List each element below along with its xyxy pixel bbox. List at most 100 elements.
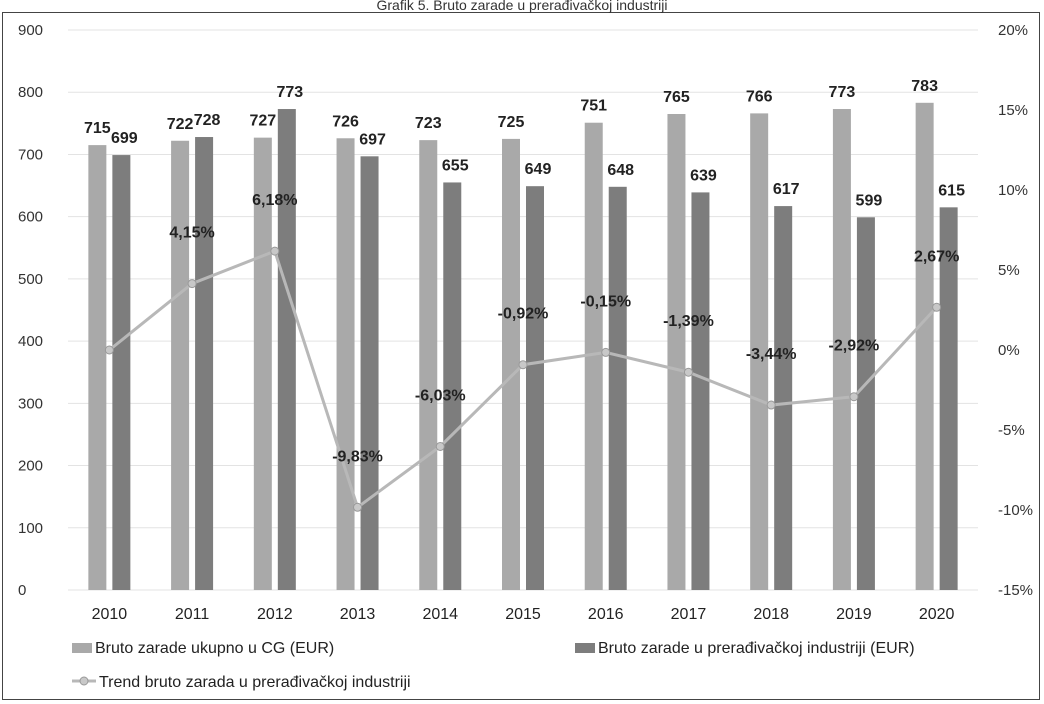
legend-swatch-trend-point [79,676,89,686]
legend-swatch-preradjivacka [575,643,595,653]
bar-ukupno-label: 783 [911,78,938,95]
bar-preradjivacka-label: 773 [276,84,303,101]
trend-point-label: -6,03% [415,387,466,404]
x-tick-label: 2018 [753,606,789,623]
y-right-tick-label: 20% [998,22,1028,39]
trend-point-label: -3,44% [746,346,797,363]
bar-ukupno [915,102,934,591]
y-left-tick-label: 600 [18,209,43,226]
bar-ukupno [832,109,851,591]
trend-point [601,347,611,357]
y-left-tick-label: 200 [18,458,43,475]
legend-label-ukupno: Bruto zarade ukupno u CG (EUR) [95,640,334,657]
bar-preradjivacka [608,186,627,591]
bar-preradjivacka-label: 617 [773,181,800,198]
y-right-tick-label: 15% [998,102,1028,119]
bar-preradjivacka [443,182,462,590]
trend-point [849,392,859,402]
y-left-tick-label: 100 [18,520,43,537]
trend-point-label: -0,15% [580,293,631,310]
legend-label-preradjivacka: Bruto zarade u prerađivačkoj industriji … [598,640,915,657]
trend-point [353,502,363,512]
bar-ukupno-label: 765 [663,89,690,106]
x-tick-label: 2012 [257,606,293,623]
bar-ukupno-label: 766 [746,88,773,105]
bar-ukupno [88,145,107,590]
bar-ukupno-label: 722 [167,116,194,133]
bar-ukupno [667,114,686,590]
y-right-tick-label: -10% [998,502,1033,519]
x-tick-label: 2011 [175,606,210,623]
bar-ukupno-label: 751 [580,98,607,115]
bar-ukupno [750,113,769,590]
y-left-tick-label: 300 [18,395,43,412]
trend-point [435,441,445,451]
bar-preradjivacka-label: 655 [442,157,469,174]
trend-point-label: 2,67% [914,248,959,265]
bar-preradjivacka-label: 649 [525,161,552,178]
y-left-tick-label: 400 [18,333,43,350]
x-tick-label: 2019 [836,606,872,623]
bar-preradjivacka-label: 639 [690,167,717,184]
bar-preradjivacka-label: 615 [938,182,965,199]
y-left-tick-label: 800 [18,84,43,101]
bar-ukupno-label: 773 [829,84,856,101]
x-tick-label: 2014 [422,606,458,623]
x-tick-label: 2015 [505,606,541,623]
x-tick-label: 2010 [92,606,128,623]
bar-preradjivacka-label: 699 [111,130,138,147]
bar-preradjivacka [360,156,379,591]
bar-preradjivacka-label: 728 [194,112,221,129]
bar-ukupno-label: 726 [332,113,359,130]
trend-point [766,400,776,410]
bar-ukupno-label: 715 [84,120,111,137]
bar-ukupno [584,122,603,590]
trend-point-label: -0,92% [498,306,549,323]
bar-ukupno [419,140,438,590]
y-left-tick-label: 500 [18,271,43,288]
trend-point-label: -1,39% [663,313,714,330]
legend-swatch-ukupno [72,643,92,653]
bar-ukupno [502,138,520,590]
bar-preradjivacka [691,192,710,590]
bar-ukupno-label: 723 [415,115,442,132]
trend-point [270,246,280,256]
bar-preradjivacka-label: 599 [856,192,883,209]
y-right-tick-label: -5% [998,422,1025,439]
trend-point-label: -2,92% [829,338,880,355]
bar-preradjivacka [774,206,793,591]
trend-point [518,360,528,370]
chart-frame [2,12,1040,700]
trend-point [104,345,114,355]
bar-preradjivacka [939,207,958,591]
trend-point [932,302,942,312]
trend-point [683,367,693,377]
bar-preradjivacka [195,137,214,590]
x-tick-label: 2020 [919,606,955,623]
x-tick-label: 2016 [588,606,624,623]
y-left-tick-label: 700 [18,146,43,163]
x-tick-label: 2017 [671,606,707,623]
bar-preradjivacka [526,186,544,590]
y-right-tick-label: -15% [998,582,1033,599]
bar-ukupno-label: 725 [498,114,525,131]
trend-point-label: 4,15% [169,225,214,242]
bar-preradjivacka [112,155,131,591]
y-right-tick-label: 5% [998,262,1020,279]
bar-ukupno [336,138,355,590]
bar-ukupno-label: 727 [249,113,276,130]
trend-point [187,279,197,289]
legend-label-trend: Trend bruto zarada u prerađivačkoj indus… [99,674,411,691]
x-tick-label: 2013 [340,606,376,623]
bar-preradjivacka [856,217,875,591]
trend-point-label: 6,18% [252,192,297,209]
bar-preradjivacka [277,109,296,591]
trend-line [108,249,938,510]
trend-point-label: -9,83% [332,448,383,465]
y-right-tick-label: 0% [998,342,1020,359]
y-left-tick-label: 900 [18,22,43,39]
y-right-tick-label: 10% [998,182,1028,199]
bar-ukupno [253,137,272,590]
bar-preradjivacka-label: 697 [359,131,386,148]
